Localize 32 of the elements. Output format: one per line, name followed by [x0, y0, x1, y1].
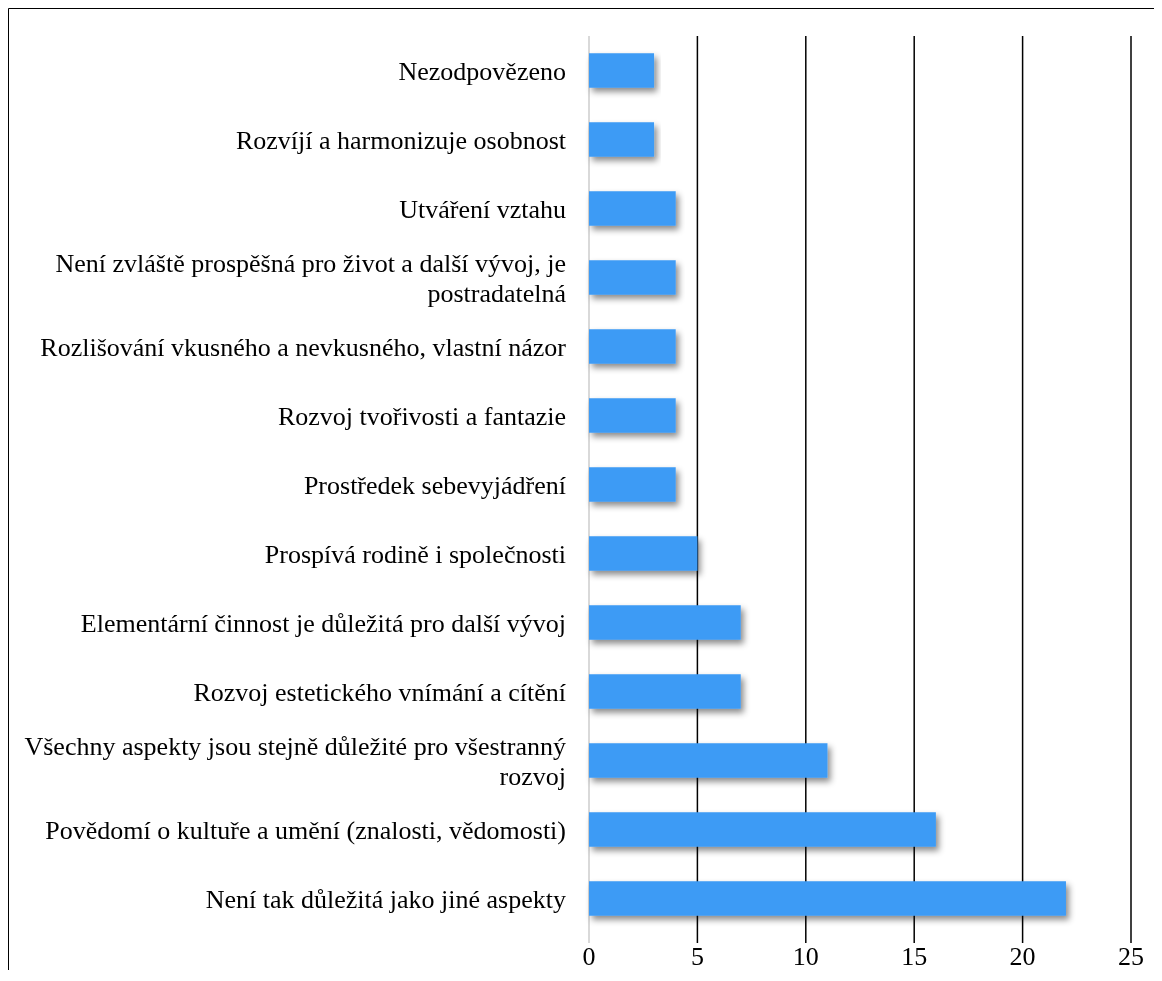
bar: [589, 743, 828, 778]
y-tick-label: Rozvíjí a harmonizuje osobnost: [235, 125, 567, 155]
bar: [589, 122, 655, 157]
x-tick-label: 25: [1118, 942, 1144, 971]
y-tick-label: Nezodpovězeno: [398, 56, 566, 86]
y-tick-label: Prospívá rodině i společnosti: [264, 539, 566, 569]
y-tick-label: Rozvoj estetického vnímání a cítění: [193, 677, 566, 707]
y-tick-label: Není tak důležitá jako jiné aspekty: [205, 884, 566, 914]
y-tick-label: Prostředek sebevyjádření: [303, 470, 566, 500]
bar: [589, 536, 698, 571]
y-tick-label: Rozvoj tvořivosti a fantazie: [277, 401, 566, 431]
bar: [589, 191, 676, 226]
bar: [589, 53, 655, 88]
bar: [589, 329, 676, 364]
y-tick-label: Rozlišování vkusného a nevkusného, vlastní názor: [40, 332, 567, 362]
y-tick-label: Elementární činnost je důležitá pro další vývoj: [80, 608, 566, 638]
y-tick-label: Povědomí o kultuře a umění (znalosti, vědomosti): [45, 815, 566, 845]
bar: [589, 605, 741, 640]
bar: [589, 881, 1066, 916]
x-tick-label: 20: [1009, 942, 1036, 971]
y-tick-label: Utváření vztahu: [399, 194, 566, 224]
y-tick-label: Všechny aspekty jsou stejně důležité pro všestranný rozvoj: [24, 731, 566, 791]
bar: [589, 260, 676, 295]
bar: [589, 812, 936, 847]
bar: [589, 674, 741, 709]
x-tick-label: 15: [901, 942, 928, 971]
y-tick-label: Není zvláště prospěšná pro život a další vývoj, je postradatelná: [55, 248, 567, 308]
bar: [589, 398, 676, 433]
bar: [589, 467, 676, 502]
x-tick-label: 5: [690, 942, 704, 971]
x-tick-label: 10: [792, 942, 819, 971]
x-tick-label: 0: [582, 942, 596, 971]
